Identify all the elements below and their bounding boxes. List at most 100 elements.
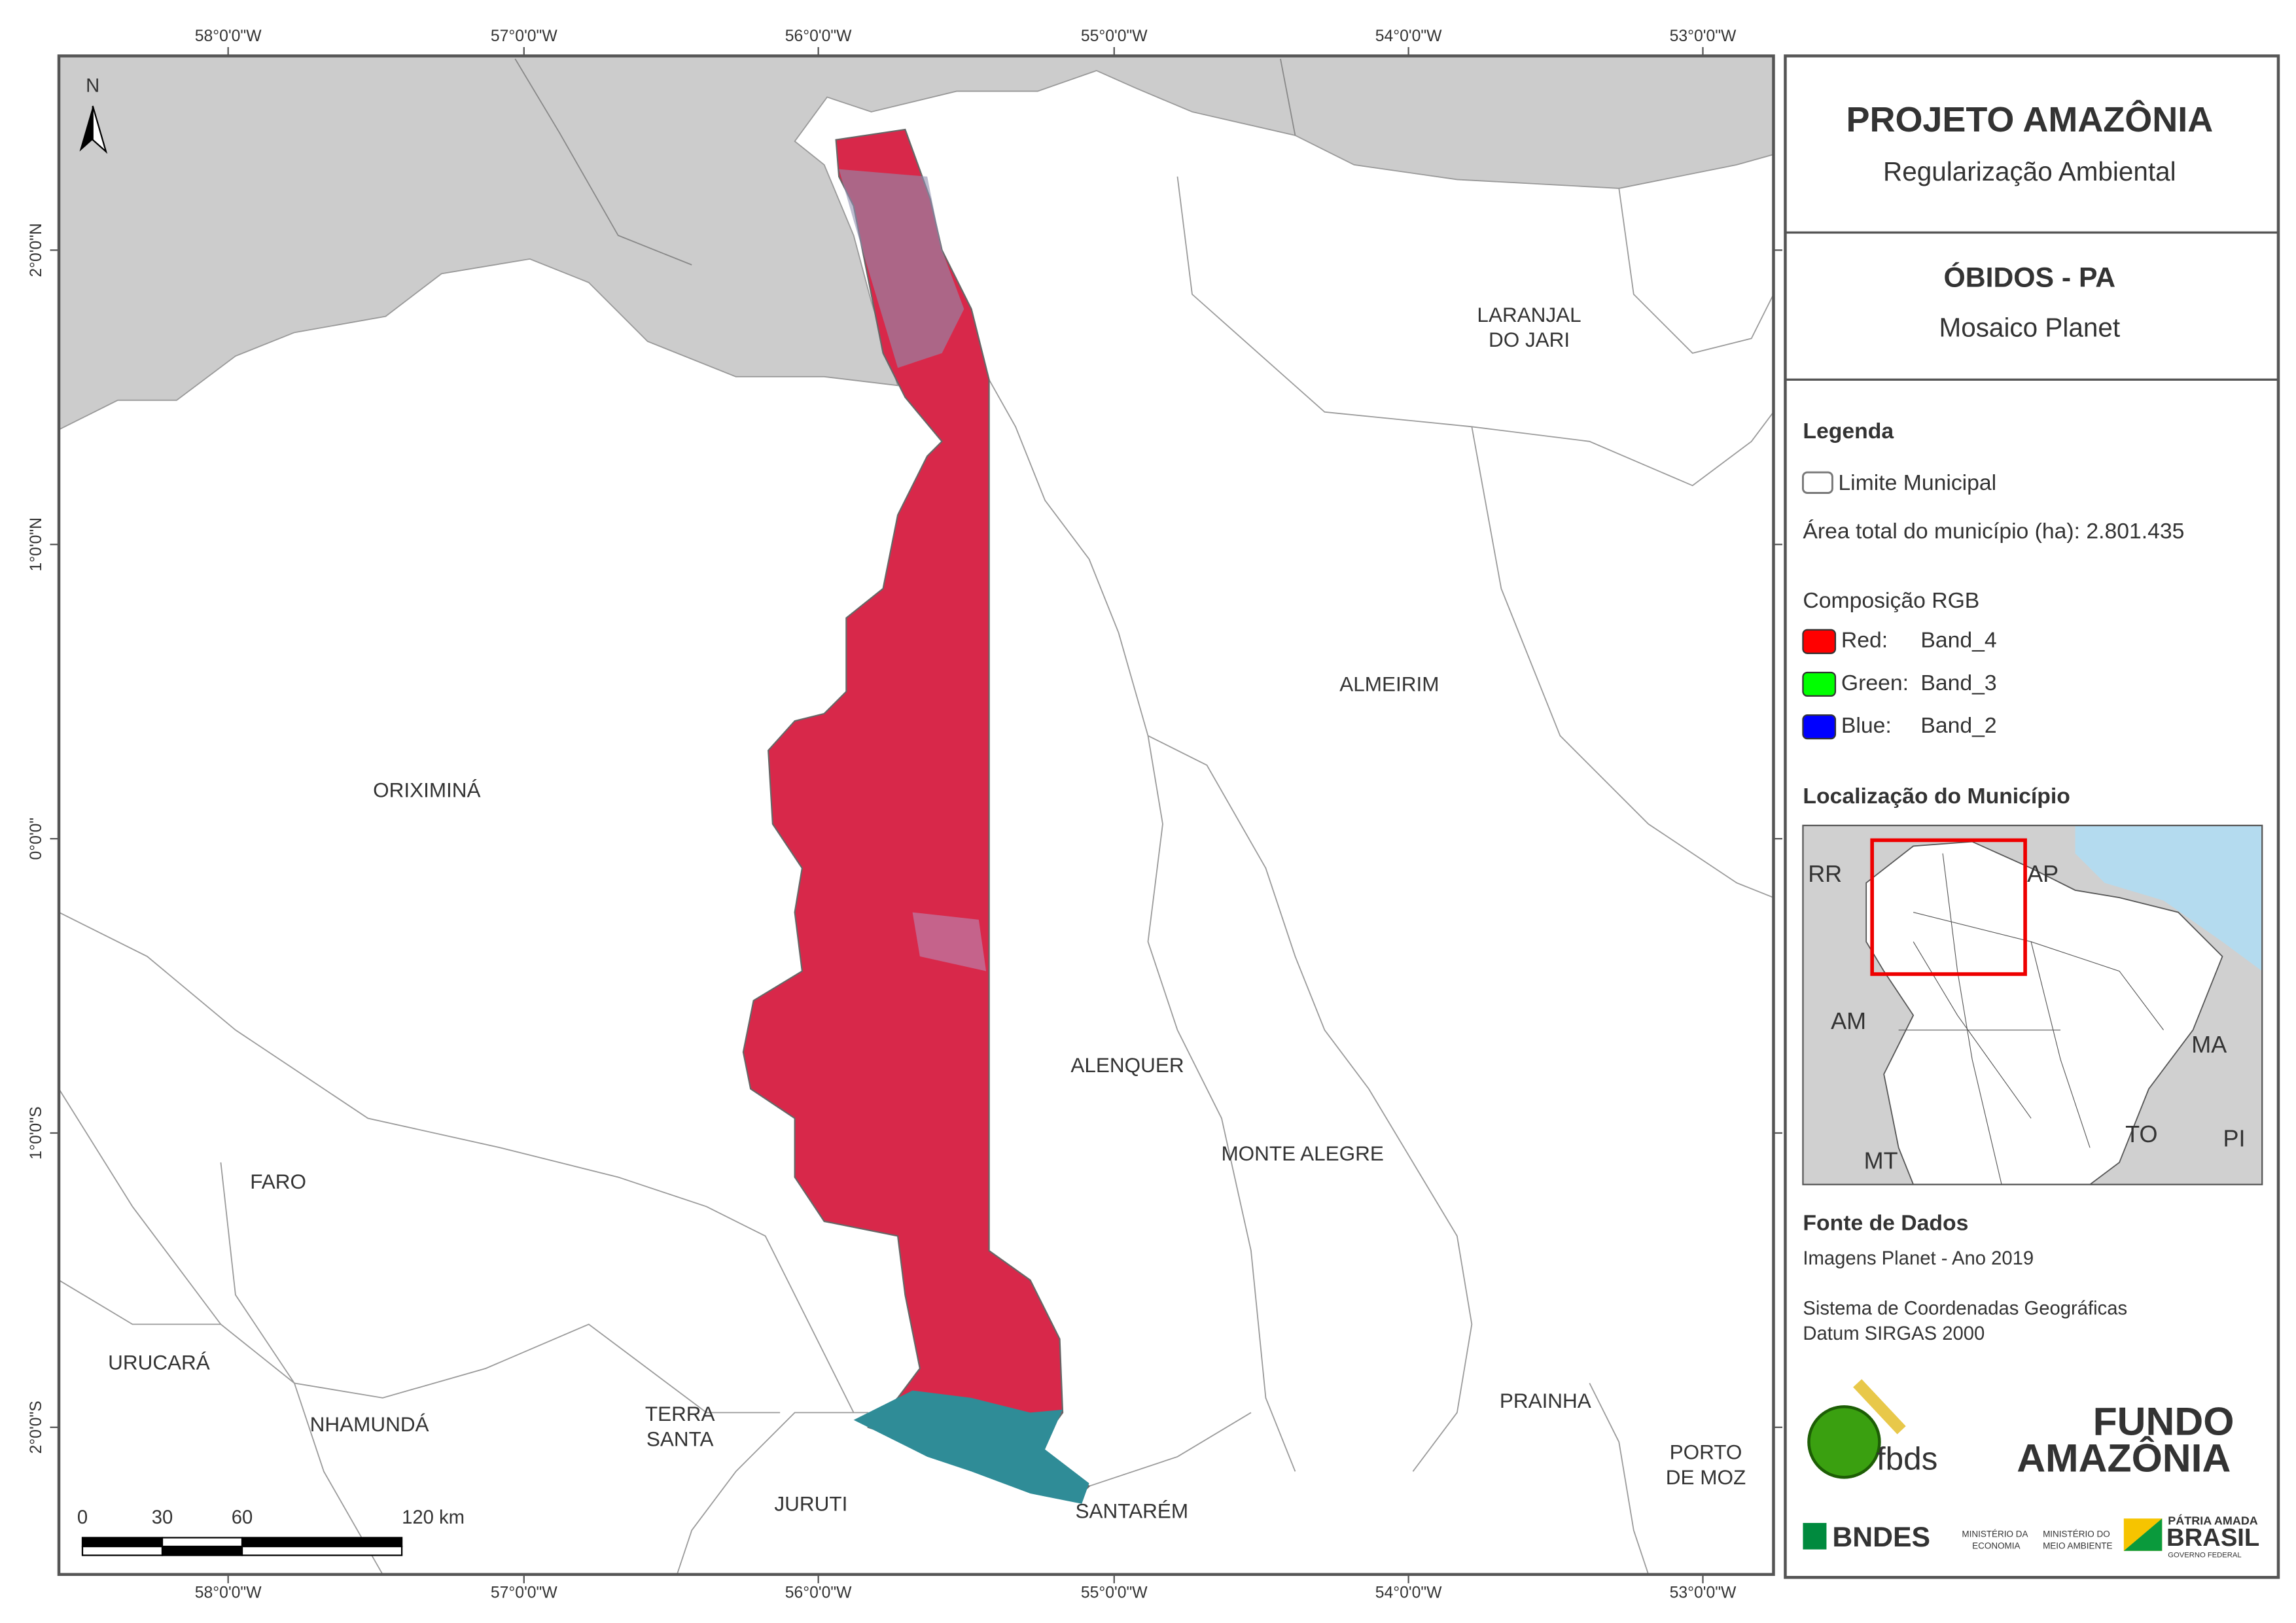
inset-para (1865, 841, 2223, 1185)
location-title: Localização do Município (1803, 784, 2070, 809)
lon-label: 54°0'0"W (1375, 27, 1442, 45)
scale-segment (81, 1537, 164, 1548)
inset-label: MA (2191, 1031, 2227, 1058)
rgb-swatch (1802, 714, 1837, 740)
side-panel: PROJETO AMAZÔNIA Regularização Ambiental… (1784, 54, 2280, 1579)
flag-mark (2123, 1518, 2163, 1551)
lat-label: 2°0'0"S (27, 1401, 45, 1454)
brasil-text: GOVERNO FEDERAL (2168, 1552, 2241, 1560)
inset-label: TO (2125, 1121, 2157, 1147)
rgb-band: Band_2 (1920, 713, 1996, 738)
mosaic-haze (839, 169, 964, 368)
lon-label: 58°0'0"W (195, 1584, 262, 1602)
logos: fbds FUNDO AMAZÔNIA BNDES MINISTÉRIO DA … (1803, 1379, 2259, 1560)
mosaic-river (853, 1390, 1089, 1504)
municipality-label: SANTA (646, 1427, 714, 1450)
source-line: Imagens Planet - Ano 2019 (1803, 1248, 2034, 1269)
municipality-label: DO JARI (1489, 328, 1570, 351)
municipality-label: LARANJAL (1477, 303, 1581, 326)
municipality-label: NHAMUNDÁ (310, 1412, 429, 1436)
source-line: Datum SIRGAS 2000 (1803, 1323, 1985, 1344)
inset-label: MT (1864, 1147, 1898, 1174)
sources: Imagens Planet - Ano 2019 Sistema de Coor… (1803, 1248, 2127, 1344)
rgb-title: Composição RGB (1803, 588, 1979, 613)
bndes-mark (1803, 1523, 1827, 1550)
fundo-text: FUNDO (2093, 1399, 2234, 1443)
municipal-boundaries (59, 176, 1774, 1575)
panel-subtitle: Regularização Ambiental (1883, 156, 2176, 186)
limit-swatch (1801, 471, 1833, 494)
lat-label: 2°0'0"N (27, 223, 45, 277)
bndes-text: BNDES (1832, 1522, 1930, 1553)
map-area (57, 54, 1775, 1577)
rgb-swatch (1802, 671, 1837, 697)
panel-frame (1784, 54, 2280, 1579)
scale-label: 60 (232, 1507, 253, 1528)
scale-segment (161, 1537, 243, 1548)
municipality-label: TERRA (645, 1402, 715, 1425)
scale-label: 0 (77, 1507, 88, 1528)
country-border (514, 58, 1296, 266)
municipality-label: URUCARÁ (108, 1350, 210, 1374)
scale-label: 30 (152, 1507, 173, 1528)
ministry: MEIO AMBIENTE (2043, 1541, 2112, 1551)
inset-munis (1898, 853, 2164, 1185)
fundo-text: AMAZÔNIA (2017, 1436, 2231, 1480)
fbds-text: fbds (1877, 1441, 1938, 1477)
lon-label: 57°0'0"W (491, 1584, 557, 1602)
neighbor-country (59, 56, 1774, 430)
ministry: MINISTÉRIO DO (2043, 1529, 2110, 1539)
sources-title: Fonte de Dados (1803, 1210, 1968, 1235)
obidos-mosaic (742, 128, 1091, 1502)
fbds-bar (1853, 1379, 1906, 1435)
ministry: ECONOMIA (1972, 1541, 2020, 1551)
lon-label: 56°0'0"W (785, 1584, 852, 1602)
lon-label: 54°0'0"W (1375, 1584, 1442, 1602)
panel-title: PROJETO AMAZÔNIA (1846, 99, 2213, 139)
map-annotations: 58°0'0"W 57°0'0"W 56°0'0"W 55°0'0"W 54°0'0"W… (27, 27, 1782, 1602)
lon-label: 57°0'0"W (491, 27, 557, 45)
lon-label: 58°0'0"W (195, 27, 262, 45)
municipality-label: ALMEIRIM (1339, 672, 1439, 695)
rgb-legend: Red: Band_4 Green: Band_3 Blue: Band_2 (1802, 628, 1997, 740)
inset-label: AP (2027, 860, 2058, 887)
north-label: N (86, 75, 99, 96)
lon-label: 55°0'0"W (1081, 1584, 1148, 1602)
municipality-label: JURUTI (774, 1492, 847, 1515)
scale-segment (161, 1545, 243, 1556)
municipality-label: DE MOZ (1666, 1465, 1746, 1489)
rgb-swatch (1802, 629, 1837, 654)
fbds-ball (1807, 1405, 1881, 1479)
limit-label: Limite Municipal (1838, 470, 1996, 495)
scale-segment (81, 1545, 164, 1556)
scale-segment (241, 1537, 403, 1548)
inset-labels: RR AP AM MA TO PI MT (1808, 860, 2245, 1174)
lat-label: 1°0'0"S (27, 1106, 45, 1159)
lat-label: 1°0'0"N (27, 517, 45, 572)
area-text: Área total do município (ha): 2.801.435 (1803, 519, 2184, 544)
municipality-label: SANTARÉM (1075, 1499, 1188, 1523)
scale-bar: 0 30 60 120 km (77, 1507, 465, 1556)
lon-label: 53°0'0"W (1670, 27, 1737, 45)
municipality-label: PORTO (1670, 1440, 1742, 1464)
arrow-right (92, 105, 108, 154)
municipality-label: ORIXIMINÁ (373, 778, 480, 801)
legend-title: Legenda (1803, 419, 1894, 444)
municipality-label: PRAINHA (1500, 1389, 1591, 1412)
source-line: Sistema de Coordenadas Geográficas (1803, 1299, 2127, 1319)
rgb-channel: Green: (1841, 671, 1909, 695)
mosaic-haze (912, 912, 987, 971)
inset-label: AM (1831, 1007, 1866, 1034)
municipality-label: ALENQUER (1070, 1053, 1184, 1077)
brasil-text: BRASIL (2166, 1524, 2259, 1552)
lat-label: 0°0'0" (27, 818, 45, 860)
ministry: MINISTÉRIO DA (1962, 1529, 2028, 1539)
inset-frame (1802, 824, 2263, 1185)
scale-segment (241, 1545, 403, 1556)
lon-label: 56°0'0"W (785, 27, 852, 45)
inset-label: RR (1808, 860, 1842, 887)
inset-label: PI (2223, 1125, 2246, 1152)
rgb-channel: Blue: (1841, 713, 1892, 738)
